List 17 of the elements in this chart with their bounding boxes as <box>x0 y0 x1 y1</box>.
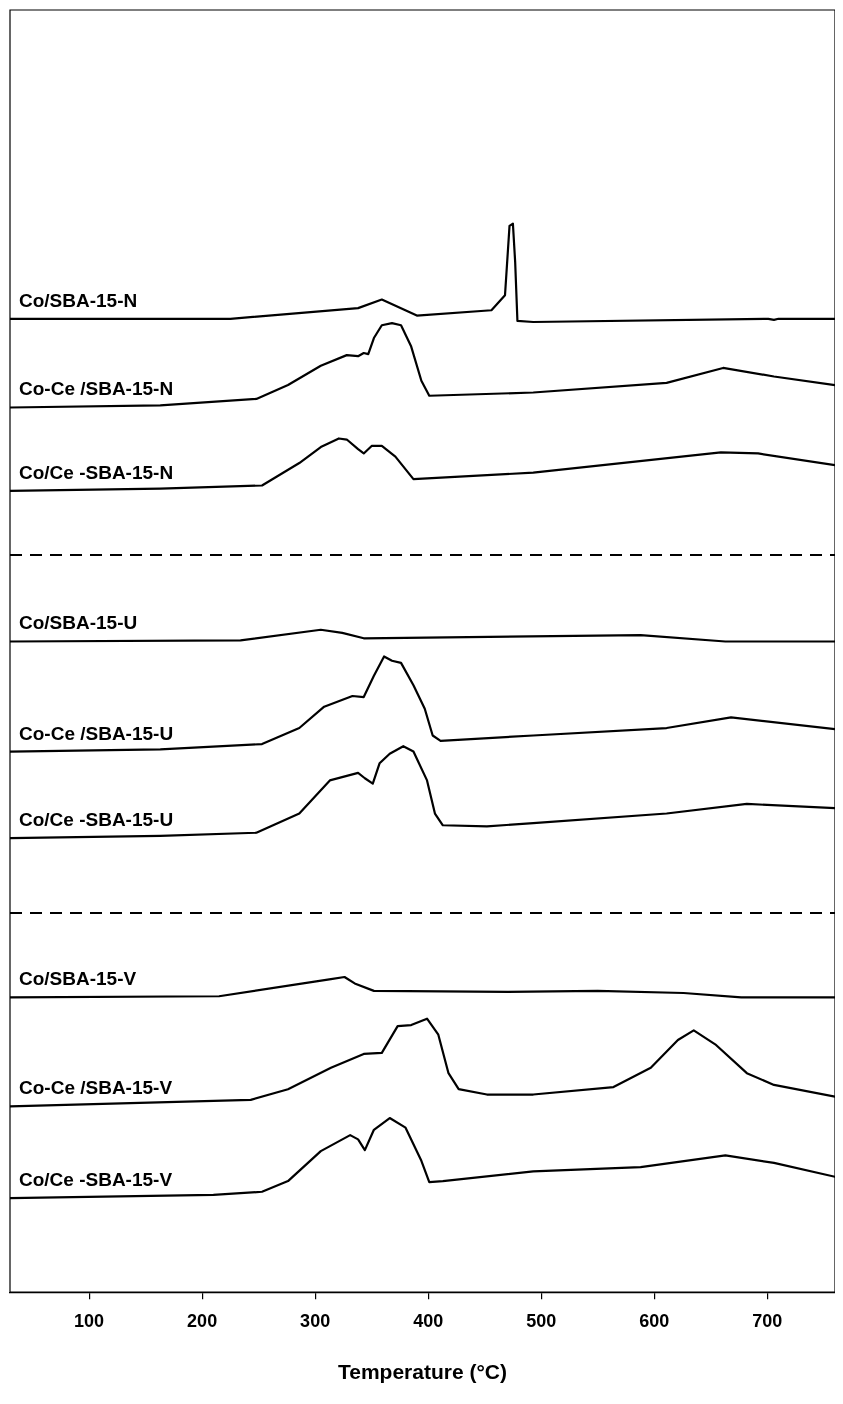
series-label: Co/Ce -SBA-15-U <box>19 809 174 831</box>
x-tick-label: 100 <box>74 1310 105 1331</box>
series-label: Co/Ce -SBA-15-V <box>19 1169 173 1191</box>
series-label: Co/SBA-15-N <box>19 289 138 311</box>
series-label: Co/Ce -SBA-15-N <box>19 461 174 483</box>
series-label: Co-Ce /SBA-15-U <box>19 722 174 744</box>
x-tick-label: 700 <box>752 1310 783 1331</box>
x-axis-title: Temperature (°C) <box>337 1360 508 1384</box>
x-tick-label: 500 <box>526 1310 557 1331</box>
series-label: Co/SBA-15-U <box>19 612 138 634</box>
x-tick-label: 600 <box>639 1310 670 1331</box>
x-tick-label: 400 <box>413 1310 444 1331</box>
x-tick-label: 200 <box>187 1310 218 1331</box>
series-label: Co/SBA-15-V <box>19 968 137 990</box>
x-tick-label: 300 <box>300 1310 331 1331</box>
series-label: Co-Ce /SBA-15-V <box>19 1077 173 1099</box>
series-label: Co-Ce /SBA-15-N <box>19 378 174 400</box>
